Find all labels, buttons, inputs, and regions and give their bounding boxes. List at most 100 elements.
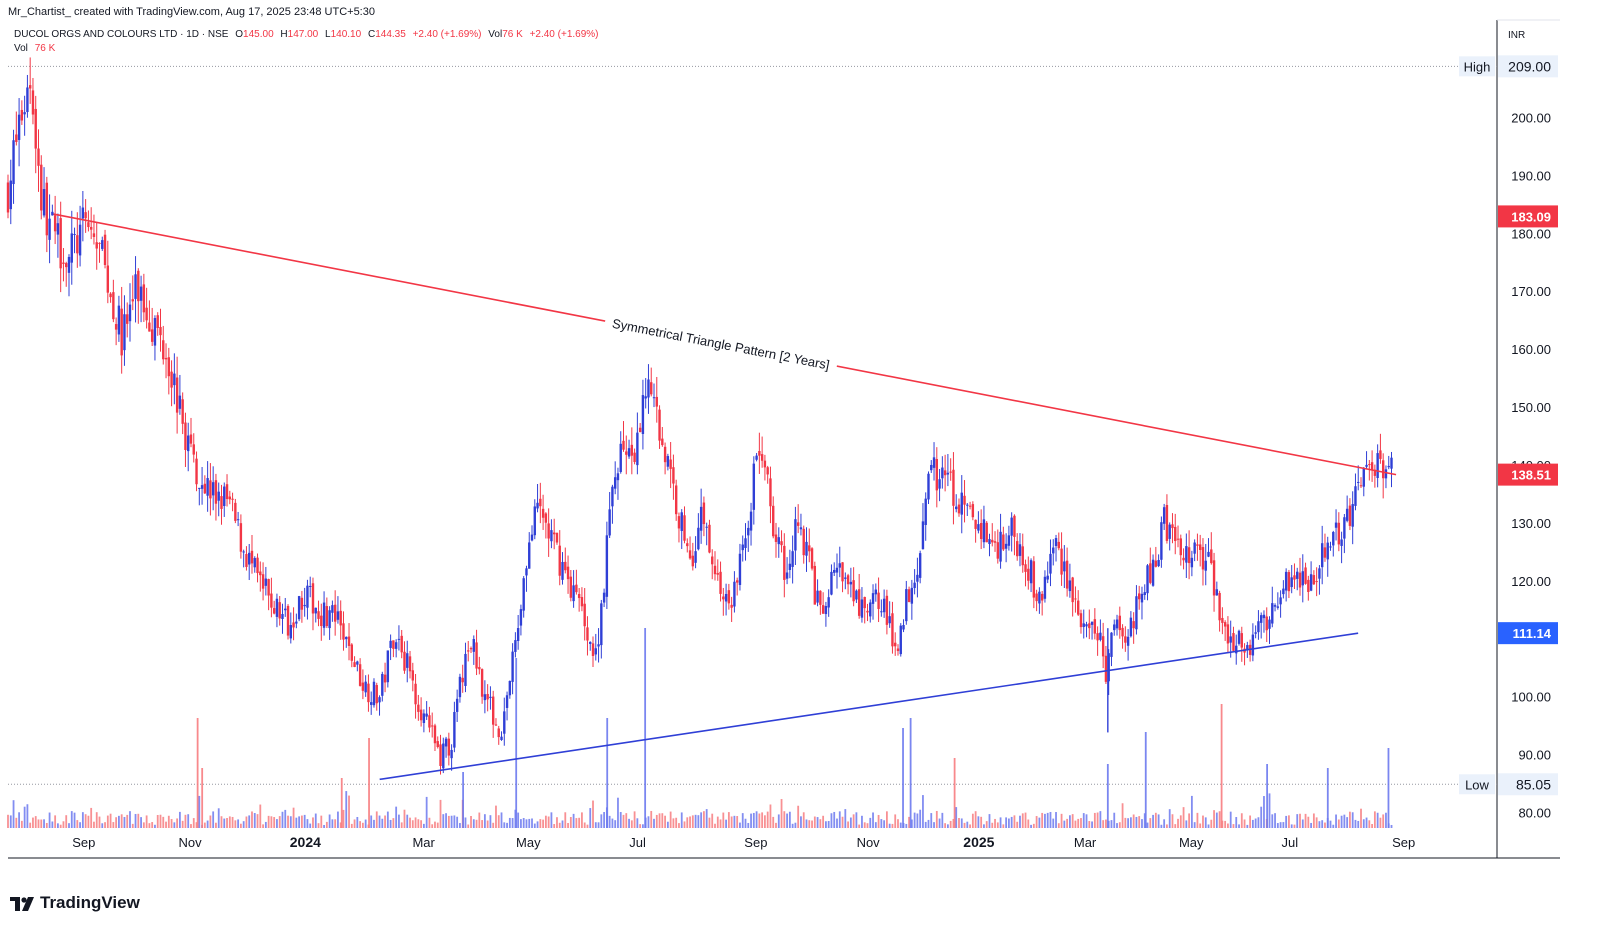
candle-body (220, 496, 223, 509)
volume-bar (1152, 814, 1154, 828)
candle-body (23, 112, 26, 115)
candle-body (880, 611, 883, 613)
candle-body (508, 680, 512, 696)
volume-bar (1329, 820, 1332, 828)
volume-bar (844, 809, 847, 828)
candle-body (31, 90, 35, 115)
candle-body (350, 644, 353, 661)
candle-body (572, 585, 575, 602)
volume-bar (1013, 815, 1016, 828)
volume-bar (941, 812, 944, 828)
volume-bar (561, 820, 564, 828)
candle-body (153, 318, 157, 346)
volume-spike (1387, 748, 1390, 828)
candle-body (322, 602, 326, 628)
candle-body (1309, 574, 1313, 591)
candle-body (1021, 546, 1024, 566)
volume-bar (694, 814, 697, 828)
candle-body (844, 577, 847, 579)
candle-body (799, 527, 803, 530)
candle-body (1165, 504, 1169, 541)
price-tick-label: 160.00 (1511, 342, 1551, 357)
volume-bar (323, 824, 325, 828)
volume-bar (1049, 811, 1052, 828)
time-tick-label: Jul (629, 835, 646, 850)
volume-bar (849, 817, 852, 828)
volume-bar (300, 815, 303, 828)
volume-bar (317, 823, 320, 828)
time-axis[interactable]: Sep Nov 2024 Mar May Jul Sep Nov 2025 Mar May Jul Se… (72, 834, 1415, 850)
volume-bar (43, 819, 45, 828)
candle-body (849, 581, 853, 585)
candle-body (236, 519, 240, 521)
volume-bar (151, 822, 154, 828)
volume-bar (678, 823, 680, 828)
volume-bar (1368, 820, 1371, 828)
volume-bar (974, 811, 977, 828)
candle-body (1082, 623, 1085, 627)
candle-body (902, 625, 905, 630)
candle-body (1115, 619, 1119, 629)
price-tag-value: 138.51 (1511, 468, 1551, 483)
candle-body (544, 513, 548, 523)
volume-bar (165, 821, 167, 828)
candle-body (483, 694, 487, 701)
volume-bar (653, 818, 655, 828)
candle-body (126, 314, 129, 324)
volume-bar (1351, 812, 1354, 828)
time-tick-label: 2024 (290, 834, 321, 850)
volume-bar (1157, 814, 1160, 828)
volume-bar (68, 823, 70, 828)
candle-body (242, 551, 245, 553)
volume-bar (719, 819, 722, 828)
volume-bar (306, 819, 309, 828)
volume-bar (722, 812, 725, 828)
volume-bar (1263, 796, 1265, 828)
volume-bar (187, 814, 190, 828)
volume-bar (483, 814, 486, 828)
candle-body (1057, 541, 1060, 549)
candle-body (1254, 632, 1257, 634)
volume-bar (905, 823, 908, 828)
price-axis[interactable]: 80.0090.00100.00110.00120.00130.00140.00… (1508, 30, 1551, 821)
candle-body (833, 569, 836, 573)
candle-body (550, 530, 553, 542)
candle-body (1176, 538, 1180, 540)
candle-body (1099, 632, 1102, 640)
volume-bar (528, 818, 531, 828)
candle-body (583, 603, 586, 627)
volume-bar (1071, 814, 1074, 828)
price-tag-bg (1498, 773, 1558, 796)
candle-body (306, 585, 309, 608)
volume-bar (988, 814, 991, 828)
volume-bar (883, 820, 886, 828)
candle-body (339, 610, 342, 626)
candle-body (300, 597, 304, 610)
candle-body (802, 528, 805, 556)
volume-bar (1099, 811, 1102, 828)
candle-body (134, 274, 137, 299)
candle-body (1279, 597, 1282, 605)
volume-bar (922, 795, 924, 828)
candle-body (375, 685, 378, 704)
candle-body (641, 395, 645, 434)
candle-body (1357, 481, 1360, 483)
legend-close: 144.35 (375, 29, 406, 40)
volume-bar (1019, 815, 1021, 828)
volume-bar (406, 814, 409, 828)
volume-bar (897, 819, 899, 828)
volume-bar (459, 823, 461, 828)
legend-low-label: L (325, 29, 331, 40)
volume-bar (1371, 823, 1373, 828)
candle-body (15, 134, 18, 142)
volume-bar (503, 822, 506, 828)
candle-body (1024, 564, 1027, 572)
candle-body (1096, 633, 1099, 641)
volume-bar (658, 813, 661, 828)
price-tag-label-bg (1459, 56, 1495, 77)
volume-bar (1235, 817, 1238, 828)
candle-body (200, 485, 204, 489)
volume-bar (1121, 803, 1124, 828)
price-tag-high-label: High (1464, 59, 1491, 74)
